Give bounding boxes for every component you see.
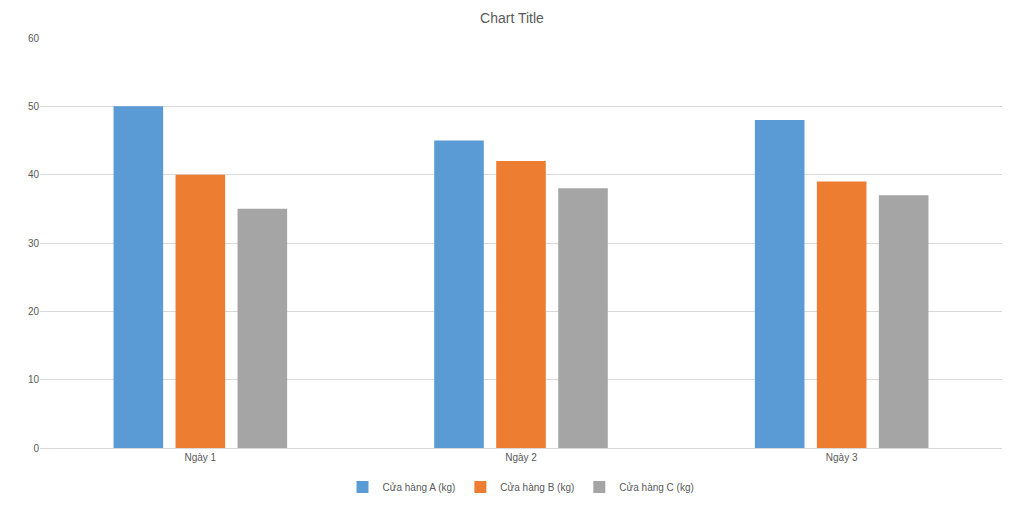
svg-text:Cửa hàng B (kg): Cửa hàng B (kg) [500, 482, 574, 493]
svg-text:Cửa hàng A (kg): Cửa hàng A (kg) [383, 482, 456, 493]
svg-text:Cửa hàng C (kg): Cửa hàng C (kg) [619, 482, 694, 493]
svg-text:Ngày 3: Ngày 3 [826, 452, 858, 463]
svg-text:60: 60 [28, 33, 40, 44]
svg-text:30: 30 [28, 238, 40, 249]
svg-text:50: 50 [28, 101, 40, 112]
svg-text:0: 0 [33, 443, 39, 454]
svg-text:40: 40 [28, 169, 40, 180]
svg-text:20: 20 [28, 306, 40, 317]
svg-text:Ngày 2: Ngày 2 [505, 452, 537, 463]
svg-text:Chart Title: Chart Title [480, 10, 544, 26]
svg-text:10: 10 [28, 374, 40, 385]
svg-text:Ngày 1: Ngày 1 [184, 452, 216, 463]
